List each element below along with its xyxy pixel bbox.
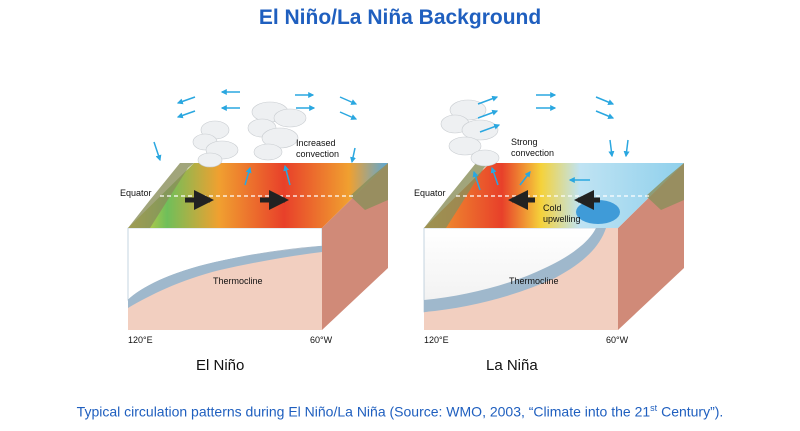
caption-superscript: st	[650, 403, 658, 413]
thermocline-band	[128, 246, 322, 308]
wind-arrows	[153, 89, 358, 186]
wind-arrow-icon	[608, 139, 615, 158]
wind-arrow-icon	[479, 123, 501, 133]
wind-arrow-icon	[244, 166, 252, 186]
convection-label-1: Strong	[511, 137, 538, 147]
la-nina-panel: Equator Strong convection Cold	[414, 92, 684, 345]
cloud-icon	[440, 99, 500, 167]
wind-arrow-icon	[176, 110, 196, 119]
el-nino-panel: Equator	[120, 89, 388, 345]
wind-arrow-icon	[623, 139, 630, 158]
convection-label-1: Increased	[296, 138, 336, 148]
wind-arrow-icon	[283, 164, 291, 186]
thermocline-label: Thermocline	[213, 276, 263, 286]
wind-arrow-icon	[477, 95, 499, 105]
figure-caption: Typical circulation patterns during El N…	[0, 403, 800, 420]
la-nina-label: La Niña	[486, 357, 538, 374]
wind-arrow-icon	[339, 111, 358, 120]
wind-arrow-icon	[490, 166, 499, 186]
cloud-icon	[247, 101, 307, 161]
convection-label-2: convection	[296, 149, 339, 159]
equator-label: Equator	[414, 188, 446, 198]
longitude-east-label: 60°W	[606, 335, 629, 345]
caption-text: Typical circulation patterns during El N…	[76, 403, 651, 420]
longitude-west-label: 120°E	[424, 335, 449, 345]
longitude-east-label: 60°W	[310, 335, 333, 345]
el-nino-label: El Niño	[196, 357, 245, 374]
wind-arrow-icon	[472, 170, 481, 191]
convection-label-2: convection	[511, 148, 554, 158]
wind-arrow-icon	[153, 141, 162, 162]
upwelling-label-2: upwelling	[543, 214, 581, 224]
wind-arrow-icon	[595, 96, 615, 105]
landmass-east	[646, 163, 684, 210]
thermocline-label: Thermocline	[509, 276, 559, 286]
wind-arrows	[472, 92, 630, 191]
page-title: El Niño/La Niña Background	[258, 6, 542, 29]
cloud-icon	[192, 120, 239, 168]
wind-arrow-icon	[339, 96, 358, 105]
equator-label: Equator	[120, 188, 152, 198]
caption-text-end: Century”).	[657, 403, 724, 420]
wind-arrow-icon	[350, 147, 356, 164]
landmass-east	[350, 163, 388, 210]
longitude-west-label: 120°E	[128, 335, 153, 345]
wind-arrow-icon	[176, 96, 196, 105]
wind-arrow-icon	[477, 109, 499, 119]
thermocline-band	[424, 228, 606, 312]
cold-upwelling-patch	[576, 200, 620, 224]
wind-arrow-icon	[519, 171, 531, 186]
wind-arrow-icon	[595, 110, 615, 119]
upwelling-label-1: Cold	[543, 203, 562, 213]
